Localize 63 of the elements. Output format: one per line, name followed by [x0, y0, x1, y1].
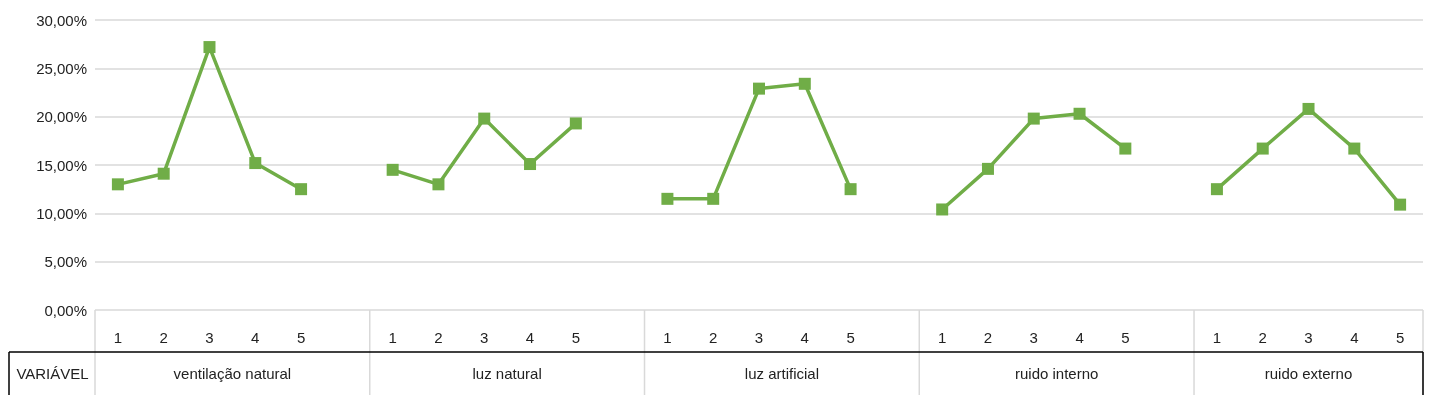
- text: ruido interno: [1014, 365, 1099, 382]
- text: luz natural: [472, 365, 542, 382]
- point: [936, 203, 949, 216]
- text: ventilação natural: [173, 365, 292, 382]
- x-tick-label: 5: [571, 329, 580, 346]
- x-tick-label: 2: [983, 329, 993, 346]
- point: [1210, 183, 1223, 196]
- x-tick-label: 5: [1121, 329, 1130, 346]
- y-tick-label: 10,00%: [36, 204, 87, 222]
- point: [1394, 198, 1407, 211]
- point: [432, 178, 445, 191]
- x-tick-label: 3: [1304, 329, 1313, 346]
- x-tick-label: 4: [1075, 329, 1084, 346]
- point: [478, 112, 491, 125]
- point: [249, 157, 262, 170]
- x-tick-label: 3: [205, 329, 214, 346]
- x-tick-label: 2: [1258, 329, 1267, 346]
- text: luz artificial: [744, 365, 819, 382]
- x-tick-label: 4: [800, 329, 809, 346]
- point: [844, 183, 857, 196]
- x-tick-label: 4: [251, 329, 260, 346]
- x-tick-label: 2: [159, 329, 168, 346]
- point: [111, 178, 124, 191]
- point: [1348, 142, 1361, 155]
- point: [798, 77, 811, 90]
- y-tick-label: 15,00%: [36, 156, 87, 174]
- x-tick-label: 1: [113, 329, 123, 346]
- point: [524, 158, 537, 171]
- y-tick-label: 25,00%: [36, 59, 87, 77]
- x-tick-label: 3: [1029, 329, 1038, 346]
- point: [1256, 142, 1269, 155]
- x-tick-label: 1: [938, 329, 947, 346]
- point: [981, 162, 994, 175]
- y-tick-label: 0,00%: [44, 301, 87, 319]
- point: [661, 192, 674, 205]
- x-tick-label: 5: [296, 329, 306, 346]
- point: [1119, 142, 1132, 155]
- point: [1027, 112, 1040, 125]
- y-tick-label: 5,00%: [44, 253, 87, 271]
- y-tick-label: 20,00%: [36, 108, 87, 126]
- x-tick-label: 4: [525, 329, 535, 346]
- x-tick-label: 5: [1395, 329, 1405, 346]
- point: [1073, 107, 1086, 120]
- point: [203, 41, 216, 54]
- y-tick-label: 30,00%: [36, 11, 87, 29]
- x-tick-label: 1: [388, 329, 397, 346]
- x-tick-label: 1: [663, 329, 672, 346]
- point: [1302, 102, 1315, 115]
- x-tick-label: 5: [846, 329, 855, 346]
- point: [753, 82, 765, 95]
- text: VARIÁVEL: [16, 365, 89, 382]
- x-tick-label: 3: [754, 329, 764, 346]
- point: [295, 183, 308, 196]
- point: [386, 163, 399, 176]
- point: [569, 117, 582, 130]
- point: [707, 192, 720, 205]
- x-tick-label: 2: [709, 329, 718, 346]
- text: ruido externo: [1264, 365, 1353, 382]
- x-tick-label: 3: [480, 329, 489, 346]
- x-tick-label: 1: [1212, 329, 1222, 346]
- x-tick-label: 2: [434, 329, 443, 346]
- point: [157, 167, 170, 180]
- x-tick-label: 4: [1350, 329, 1359, 346]
